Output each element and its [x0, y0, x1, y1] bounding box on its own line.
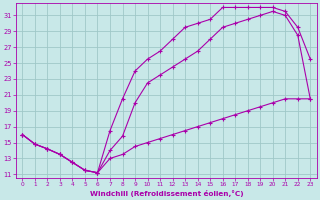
X-axis label: Windchill (Refroidissement éolien,°C): Windchill (Refroidissement éolien,°C)	[90, 190, 243, 197]
